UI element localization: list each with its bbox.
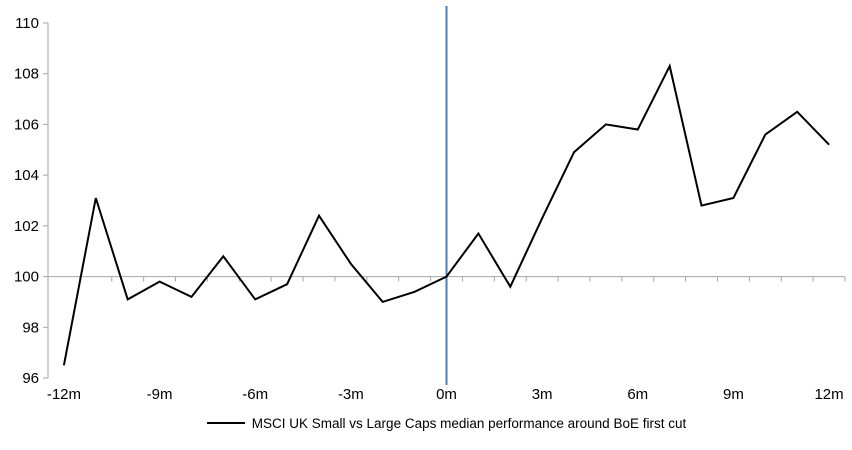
x-axis-label: 0m [436, 386, 457, 403]
y-axis-label: 106 [14, 116, 39, 133]
y-axis-label: 108 [14, 66, 39, 83]
y-axis-label: 100 [14, 269, 39, 286]
y-axis-label: 110 [15, 15, 39, 32]
x-axis-label: 6m [627, 386, 648, 403]
legend-label: MSCI UK Small vs Large Caps median perfo… [251, 415, 687, 431]
x-axis-label: -9m [147, 386, 173, 403]
x-axis-label: 9m [723, 386, 744, 403]
x-axis-label: 3m [532, 386, 553, 403]
x-axis-label: -12m [47, 386, 81, 403]
y-axis-label: 104 [14, 167, 39, 184]
legend-line-sample-icon [206, 422, 245, 424]
data-series-line [62, 63, 830, 366]
x-axis-label: -6m [242, 386, 268, 403]
x-axis-label: -3m [338, 386, 364, 403]
y-axis-label: 96 [22, 370, 39, 387]
y-axis-label: 102 [14, 218, 39, 235]
y-axis-label: 98 [22, 319, 39, 336]
legend: MSCI UK Small vs Large Caps median perfo… [48, 412, 845, 434]
x-axis-label: 12m [814, 386, 843, 403]
